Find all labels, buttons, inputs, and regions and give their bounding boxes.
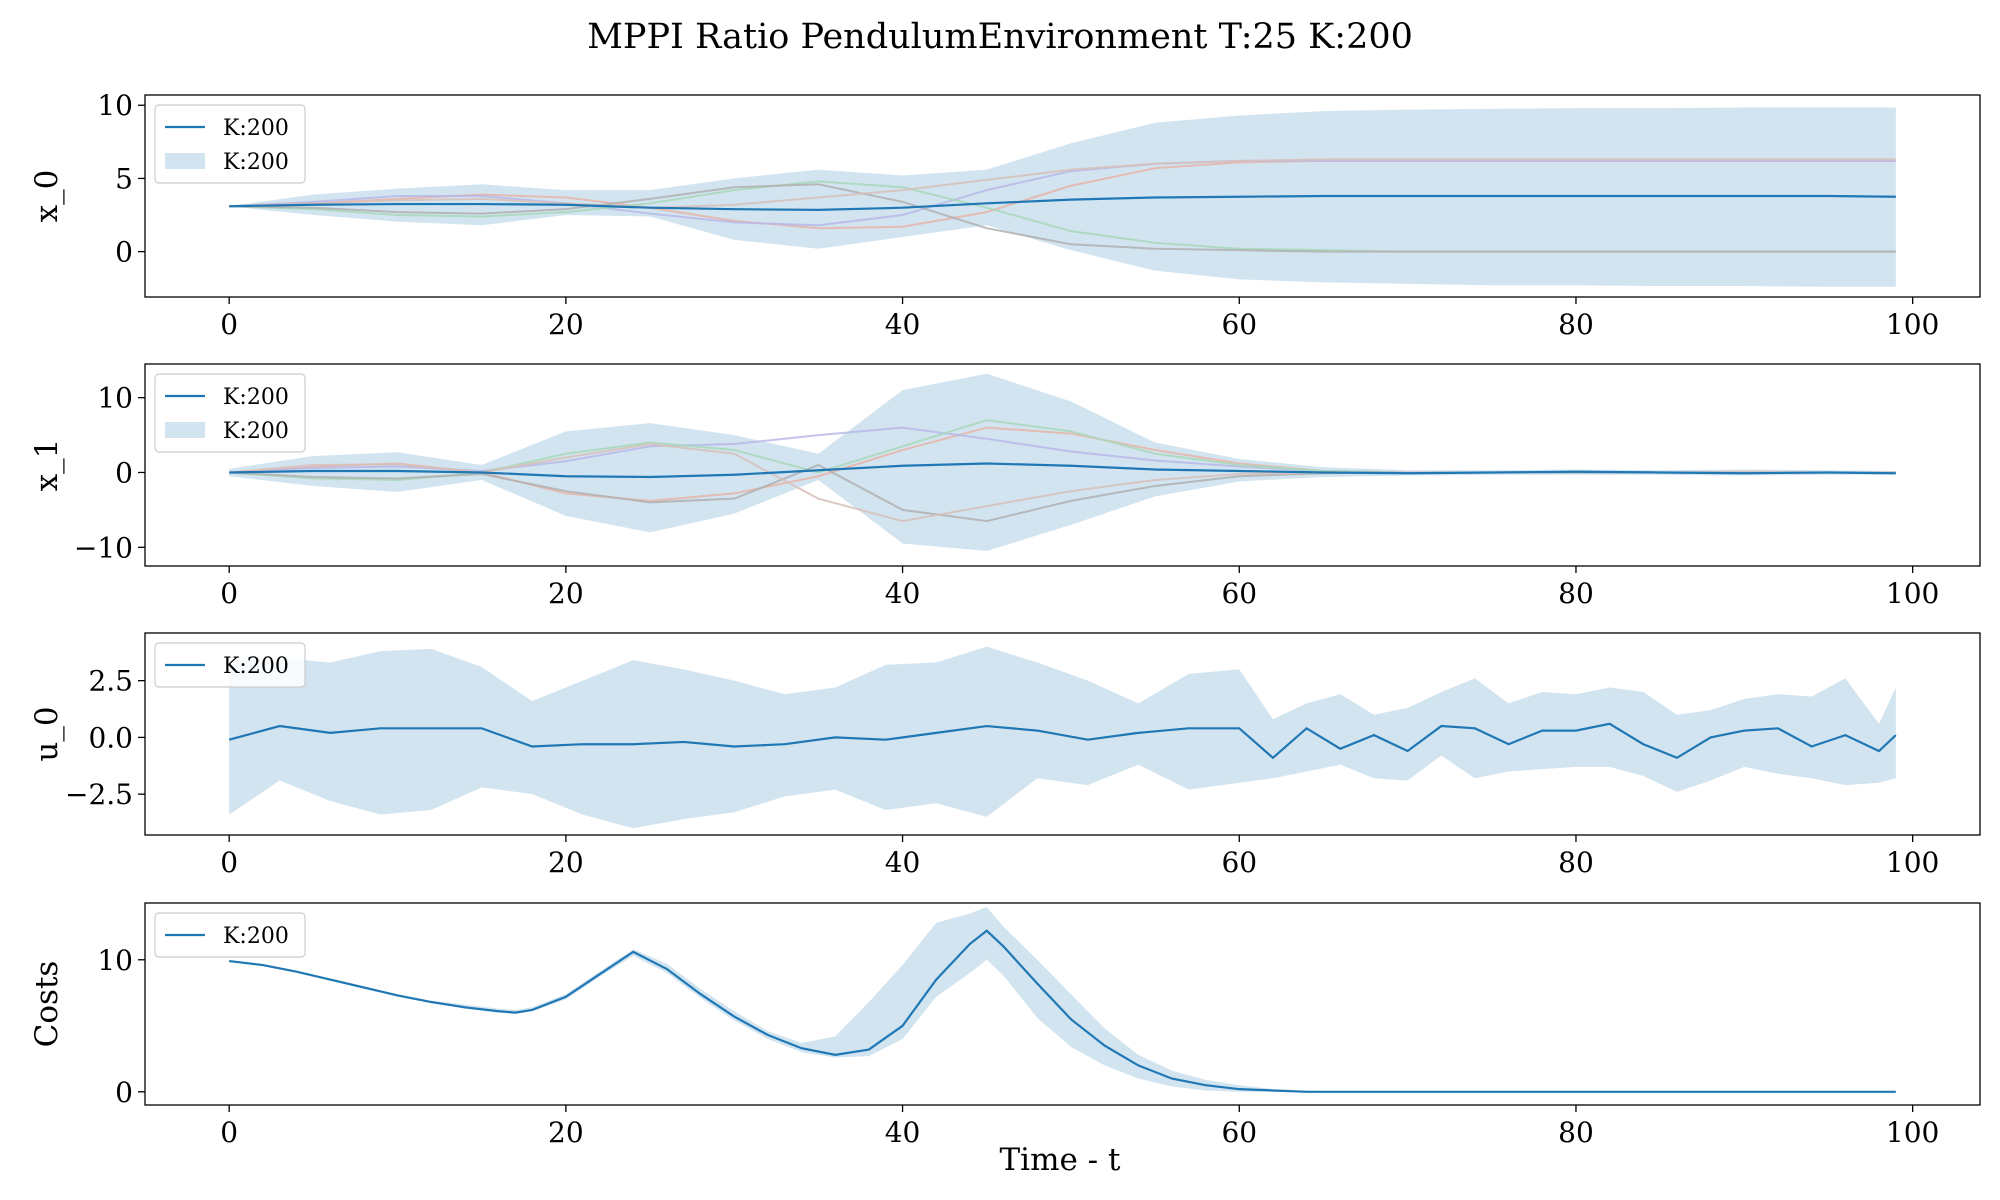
axes-frame <box>144 902 1981 1106</box>
y-tick-label: 0.0 <box>88 721 133 754</box>
x-tick-label: 0 <box>220 846 238 879</box>
mean-line <box>229 462 1896 479</box>
x-tick-label: 20 <box>548 1116 584 1149</box>
plot-area <box>229 906 1896 1093</box>
mean-line <box>229 929 1896 1093</box>
y-tick-label: 10 <box>97 944 133 977</box>
x-tick-label: 0 <box>220 1116 238 1149</box>
legend: K:200 K:200 <box>154 373 306 453</box>
y-axis-label: x_0 <box>29 170 65 223</box>
y-tick-label: −2.5 <box>65 778 133 811</box>
x-axis-label: Time - t <box>1000 1142 1122 1178</box>
x-tick-label: 60 <box>1221 1116 1257 1149</box>
trajectory-line <box>229 159 1896 227</box>
x-tick-label: 20 <box>548 846 584 879</box>
x-tick-label: 100 <box>1886 846 1939 879</box>
x-tick-label: 40 <box>885 577 921 610</box>
y-tick-label: 5 <box>115 162 133 195</box>
x-tick-label: 80 <box>1558 1116 1594 1149</box>
confidence-band <box>229 646 1896 829</box>
x-tick-label: 40 <box>885 1116 921 1149</box>
legend-label: K:200 <box>223 385 289 410</box>
legend-label: K:200 <box>223 150 289 175</box>
x-tick-label: 60 <box>1221 577 1257 610</box>
y-tick-label: 2.5 <box>88 665 133 698</box>
x-tick-label: 0 <box>220 308 238 341</box>
y-tick-label: 10 <box>97 382 133 415</box>
trajectory-line <box>229 183 1896 253</box>
x-tick-label: 80 <box>1558 308 1594 341</box>
y-tick-label: 0 <box>115 236 133 269</box>
legend: K:200 <box>154 642 306 688</box>
x-tick-label: 20 <box>548 577 584 610</box>
axes-frame <box>144 94 1981 298</box>
y-tick-label: −10 <box>74 531 133 564</box>
legend-label: K:200 <box>223 924 289 949</box>
x-tick-label: 40 <box>885 846 921 879</box>
legend-box <box>154 104 306 184</box>
x-tick-label: 40 <box>885 308 921 341</box>
figure-title: MPPI Ratio PendulumEnvironment T:25 K:20… <box>587 17 1413 57</box>
x-tick-label: 80 <box>1558 577 1594 610</box>
mean-line <box>229 194 1896 212</box>
plot-area <box>229 107 1896 287</box>
legend-box <box>154 912 306 958</box>
x-tick-label: 0 <box>220 577 238 610</box>
y-axis-label: u_0 <box>29 706 65 761</box>
x-tick-label: 80 <box>1558 846 1594 879</box>
x-tick-label: 100 <box>1886 308 1939 341</box>
y-tick-label: 0 <box>115 1076 133 1109</box>
legend-label: K:200 <box>223 654 289 679</box>
legend-box <box>154 642 306 688</box>
subplot-1: 0 20 40 60 80 100 0 5 10 x_0 K:200 K:200 <box>29 89 1981 341</box>
confidence-band <box>229 373 1896 552</box>
axes-frame <box>144 632 1981 836</box>
y-axis-label: x_1 <box>29 439 65 492</box>
x-tick-label: 60 <box>1221 308 1257 341</box>
x-tick-label: 100 <box>1886 1116 1939 1149</box>
y-axis-label: Costs <box>29 961 65 1048</box>
legend-label: K:200 <box>223 116 289 141</box>
subplot-2: 0 20 40 60 80 100 −10 0 10 x_1 K:200 K:200 <box>29 363 1981 610</box>
legend: K:200 K:200 <box>154 104 306 184</box>
confidence-band <box>229 906 1896 1092</box>
plot-area <box>228 646 1897 829</box>
legend-band-swatch <box>165 422 205 438</box>
subplot-4: 0 20 40 60 80 100 0 10 Costs K:200 <box>29 902 1981 1149</box>
x-tick-label: 20 <box>548 308 584 341</box>
legend-label: K:200 <box>223 419 289 444</box>
legend-band-swatch <box>165 153 205 169</box>
y-tick-label: 10 <box>97 89 133 122</box>
subplot-3: 0 20 40 60 80 100 −2.5 0.0 2.5 u_0 K:200 <box>29 632 1981 879</box>
x-tick-label: 60 <box>1221 846 1257 879</box>
mean-line <box>228 722 1897 760</box>
trajectory-line <box>229 158 1896 209</box>
confidence-band <box>229 107 1896 287</box>
plot-area <box>229 373 1896 552</box>
legend-box <box>154 373 306 453</box>
x-tick-label: 100 <box>1886 577 1939 610</box>
legend: K:200 <box>154 912 306 958</box>
y-tick-label: 0 <box>115 456 133 489</box>
axes-frame <box>144 363 1981 567</box>
